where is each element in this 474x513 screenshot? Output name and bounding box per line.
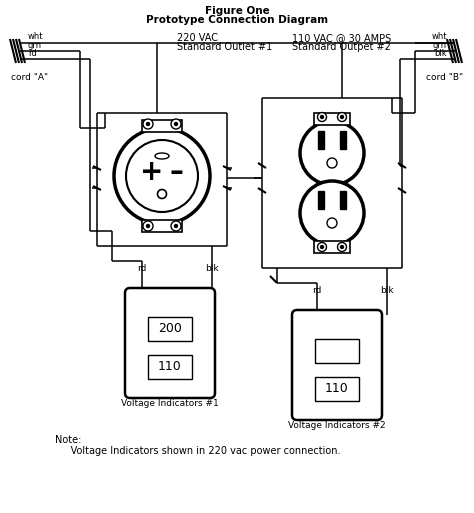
Circle shape xyxy=(337,112,346,122)
Text: Note:: Note: xyxy=(55,435,82,445)
Text: Standard Outpet #2: Standard Outpet #2 xyxy=(292,42,391,52)
Text: Figure One: Figure One xyxy=(205,6,269,16)
Bar xyxy=(315,377,359,401)
Circle shape xyxy=(126,140,198,212)
Circle shape xyxy=(114,128,210,224)
Circle shape xyxy=(157,189,166,199)
Text: blk: blk xyxy=(434,49,447,58)
Bar xyxy=(318,191,324,209)
Circle shape xyxy=(318,112,327,122)
Bar xyxy=(142,220,182,232)
Circle shape xyxy=(143,221,153,231)
Text: rd: rd xyxy=(28,49,37,58)
Text: Standard Outlet #1: Standard Outlet #1 xyxy=(177,42,272,52)
Text: –: – xyxy=(169,158,183,186)
Circle shape xyxy=(340,246,344,248)
Text: 110 VAC @ 30 AMPS: 110 VAC @ 30 AMPS xyxy=(292,33,391,43)
Text: blk: blk xyxy=(380,286,394,295)
Circle shape xyxy=(320,246,323,248)
FancyBboxPatch shape xyxy=(292,310,382,420)
Circle shape xyxy=(146,123,149,126)
Circle shape xyxy=(300,121,364,185)
Circle shape xyxy=(320,115,323,119)
Circle shape xyxy=(174,225,177,227)
Circle shape xyxy=(337,243,346,251)
Circle shape xyxy=(327,218,337,228)
Text: 110: 110 xyxy=(158,361,182,373)
Text: grn: grn xyxy=(28,41,42,50)
Bar xyxy=(142,120,182,132)
Bar xyxy=(314,241,350,253)
Text: cord "B": cord "B" xyxy=(427,73,464,82)
Bar xyxy=(340,191,346,209)
Text: rd: rd xyxy=(137,264,146,273)
Text: wht: wht xyxy=(431,32,447,41)
Text: Prototype Connection Diagram: Prototype Connection Diagram xyxy=(146,15,328,25)
Circle shape xyxy=(300,181,364,245)
Text: 110: 110 xyxy=(325,383,349,396)
Circle shape xyxy=(340,115,344,119)
Bar xyxy=(315,339,359,363)
Text: +: + xyxy=(140,158,164,186)
Bar xyxy=(318,131,324,149)
Text: blk: blk xyxy=(205,264,219,273)
Text: rd: rd xyxy=(312,286,322,295)
Circle shape xyxy=(318,243,327,251)
Circle shape xyxy=(143,119,153,129)
Bar xyxy=(148,317,192,341)
Text: Voltage Indicators shown in 220 vac power connection.: Voltage Indicators shown in 220 vac powe… xyxy=(55,446,340,456)
Ellipse shape xyxy=(155,153,169,159)
Bar xyxy=(314,113,350,125)
Text: Voltage Indicators #1: Voltage Indicators #1 xyxy=(121,399,219,408)
Bar xyxy=(340,131,346,149)
Circle shape xyxy=(327,158,337,168)
Text: Voltage Indicators #2: Voltage Indicators #2 xyxy=(288,421,386,430)
Text: 220 VAC: 220 VAC xyxy=(177,33,218,43)
Text: wht: wht xyxy=(28,32,44,41)
Circle shape xyxy=(171,221,181,231)
Circle shape xyxy=(171,119,181,129)
Text: grn: grn xyxy=(433,41,447,50)
Text: 200: 200 xyxy=(158,323,182,336)
Text: cord "A": cord "A" xyxy=(11,73,48,82)
Circle shape xyxy=(146,225,149,227)
FancyBboxPatch shape xyxy=(125,288,215,398)
Bar xyxy=(148,355,192,379)
Circle shape xyxy=(174,123,177,126)
